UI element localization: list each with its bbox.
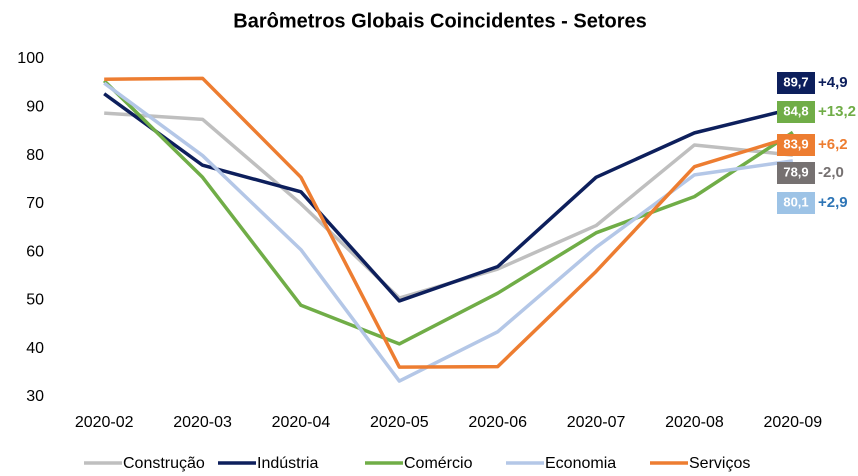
legend-label: Serviços xyxy=(689,455,750,472)
annotation-change: -2,0 xyxy=(818,164,844,181)
legend-label: Indústria xyxy=(257,455,318,472)
y-tick-label: 80 xyxy=(26,147,44,164)
annotation-box xyxy=(777,101,815,123)
annotation-change: +6,2 xyxy=(818,136,848,153)
annotation-box xyxy=(777,162,815,184)
y-tick-label: 40 xyxy=(26,340,44,357)
annotation-label: 89,7 xyxy=(783,74,808,89)
x-tick-label: 2020-04 xyxy=(272,414,331,431)
y-tick-label: 70 xyxy=(26,195,44,212)
series-line xyxy=(102,79,794,346)
x-tick-label: 2020-02 xyxy=(75,414,134,431)
y-tick-label: 50 xyxy=(26,292,44,309)
x-tick-label: 2020-05 xyxy=(370,414,429,431)
x-tick-label: 2020-07 xyxy=(567,414,626,431)
annotation-label: 80,1 xyxy=(783,194,808,209)
annotation-label: 84,8 xyxy=(783,103,808,118)
legend-label: Economia xyxy=(545,455,616,472)
annotation-change: +2,9 xyxy=(818,194,848,211)
annotation-label: 78,9 xyxy=(783,164,808,179)
annotation-box xyxy=(777,134,815,156)
annotation-change: +13,2 xyxy=(818,103,856,120)
x-tick-label: 2020-08 xyxy=(665,414,724,431)
legend-label: Comércio xyxy=(404,455,473,472)
y-tick-label: 30 xyxy=(26,388,44,405)
x-tick-label: 2020-09 xyxy=(763,414,822,431)
annotation-change: +4,9 xyxy=(818,74,848,91)
y-tick-label: 100 xyxy=(17,50,44,67)
series-line xyxy=(103,81,794,383)
annotation-box xyxy=(777,192,815,214)
series-line xyxy=(104,76,794,369)
legend-label: Construção xyxy=(123,455,205,472)
annotation-box xyxy=(777,72,815,94)
y-tick-label: 90 xyxy=(26,99,44,116)
annotation-label: 83,9 xyxy=(783,136,808,151)
x-tick-label: 2020-03 xyxy=(173,414,232,431)
x-tick-label: 2020-06 xyxy=(468,414,527,431)
y-tick-label: 60 xyxy=(26,243,44,260)
chart-title: Barômetros Globais Coincidentes - Setore… xyxy=(233,10,646,32)
series-line xyxy=(104,111,793,300)
